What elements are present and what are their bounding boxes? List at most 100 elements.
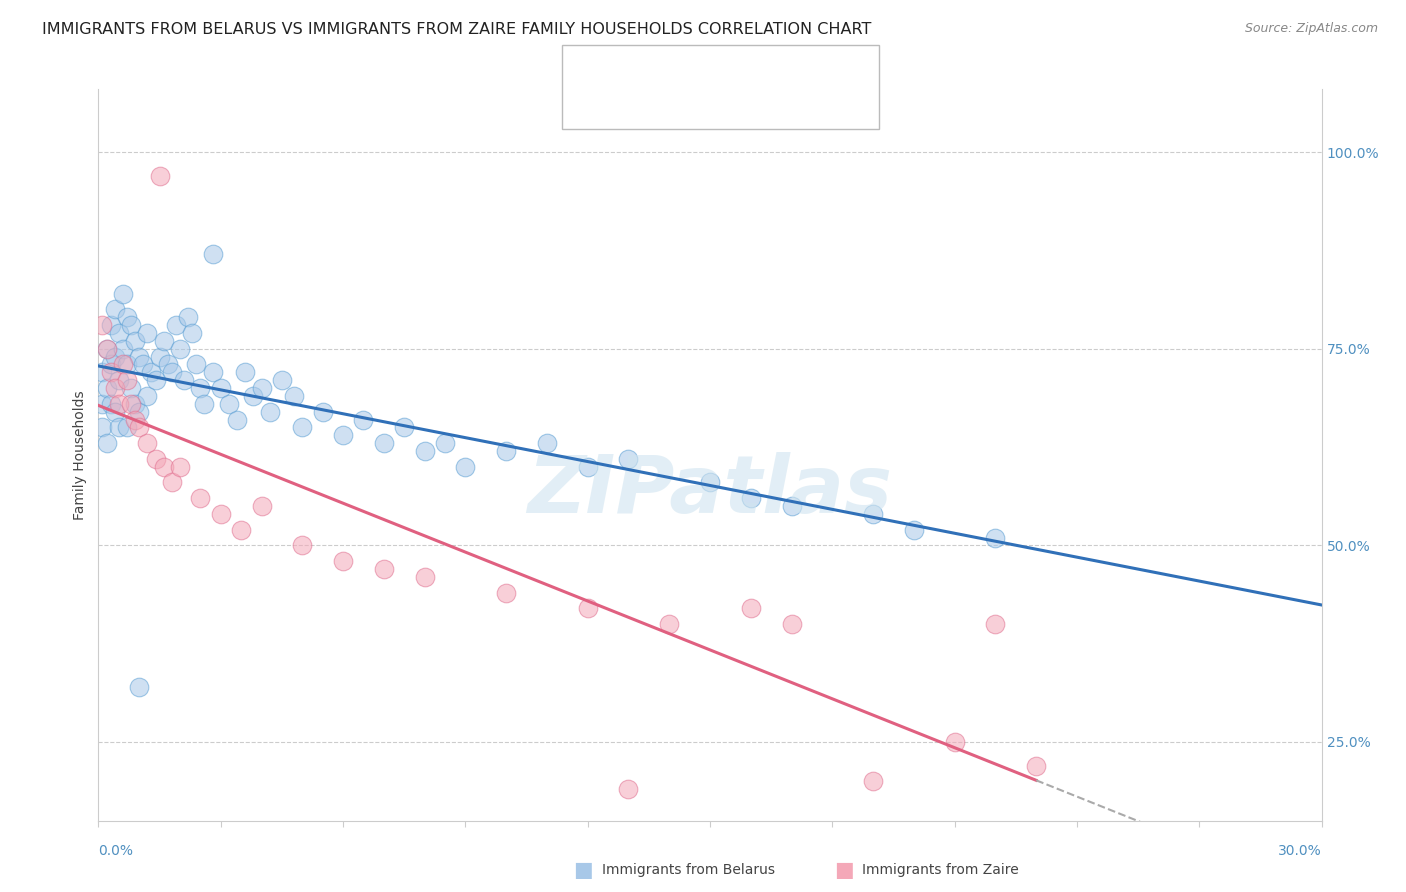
Point (128, 420, 150, 434)
Point (226, 412, 249, 426)
Point (283, 389, 305, 403)
Point (699, 475, 721, 490)
Point (576, 601, 599, 615)
Point (156, 358, 179, 372)
Point (111, 342, 134, 356)
Point (1025, 758, 1047, 772)
Point (291, 420, 314, 434)
Y-axis label: Family Households: Family Households (73, 390, 87, 520)
Point (413, 444, 436, 458)
Point (91, 365, 114, 379)
Point (111, 358, 134, 372)
Point (495, 585, 517, 599)
Point (136, 436, 159, 450)
Point (903, 523, 925, 537)
Point (780, 499, 803, 513)
Point (658, 617, 681, 632)
Point (91, 397, 114, 411)
Point (128, 350, 150, 364)
Point (209, 381, 232, 395)
Point (413, 570, 436, 584)
Text: R = -0.265: R = -0.265 (612, 62, 700, 80)
Point (108, 420, 131, 434)
Point (862, 774, 884, 789)
Point (141, 365, 163, 379)
Point (332, 554, 354, 568)
Point (91, 318, 114, 333)
Point (242, 389, 264, 403)
Point (984, 531, 1007, 545)
Text: Source: ZipAtlas.com: Source: ZipAtlas.com (1244, 22, 1378, 36)
Point (91, 420, 114, 434)
Point (536, 436, 558, 450)
Point (943, 735, 966, 749)
Point (149, 350, 172, 364)
Point (96, 381, 118, 395)
Point (96, 436, 118, 450)
Text: IMMIGRANTS FROM BELARUS VS IMMIGRANTS FROM ZAIRE FAMILY HOUSEHOLDS CORRELATION C: IMMIGRANTS FROM BELARUS VS IMMIGRANTS FR… (42, 22, 872, 37)
Point (188, 491, 212, 505)
Point (136, 389, 159, 403)
Point (152, 459, 174, 474)
Point (145, 451, 167, 466)
Point (169, 342, 191, 356)
Point (373, 562, 395, 576)
Text: N = 31: N = 31 (738, 94, 800, 112)
Point (312, 405, 335, 419)
Point (104, 302, 127, 317)
Point (132, 358, 155, 372)
Point (250, 381, 273, 395)
Text: R = -0.417: R = -0.417 (612, 94, 700, 112)
Point (291, 538, 314, 552)
Point (115, 420, 138, 434)
Text: 0.0%: 0.0% (98, 844, 134, 858)
Point (218, 397, 240, 411)
Point (352, 412, 374, 426)
Point (108, 326, 131, 340)
Point (984, 617, 1007, 632)
Point (96, 342, 118, 356)
Point (181, 326, 204, 340)
Point (495, 444, 517, 458)
Text: N = 72: N = 72 (738, 62, 800, 80)
Point (100, 397, 122, 411)
Point (104, 405, 127, 419)
Point (120, 397, 142, 411)
Point (617, 451, 640, 466)
Point (576, 459, 599, 474)
Point (434, 436, 457, 450)
Point (231, 523, 253, 537)
Point (115, 373, 138, 387)
Point (617, 782, 640, 797)
Point (108, 397, 131, 411)
Point (193, 397, 215, 411)
Point (233, 365, 256, 379)
Text: Immigrants from Zaire: Immigrants from Zaire (862, 863, 1018, 877)
Point (104, 381, 127, 395)
Point (128, 405, 150, 419)
Point (149, 169, 172, 183)
Point (209, 507, 232, 521)
Point (128, 680, 150, 694)
Text: ■: ■ (834, 860, 853, 880)
Point (124, 412, 146, 426)
Point (169, 459, 191, 474)
Point (115, 310, 138, 325)
Point (136, 326, 159, 340)
Point (115, 358, 138, 372)
Point (201, 365, 224, 379)
Point (160, 365, 183, 379)
Point (177, 310, 200, 325)
Point (270, 373, 294, 387)
Point (120, 381, 142, 395)
Point (165, 318, 187, 333)
Point (120, 318, 142, 333)
Point (152, 334, 174, 348)
Point (100, 318, 122, 333)
Point (392, 420, 416, 434)
Point (124, 397, 146, 411)
Point (259, 405, 281, 419)
Point (332, 428, 354, 442)
Point (100, 365, 122, 379)
Point (173, 373, 195, 387)
